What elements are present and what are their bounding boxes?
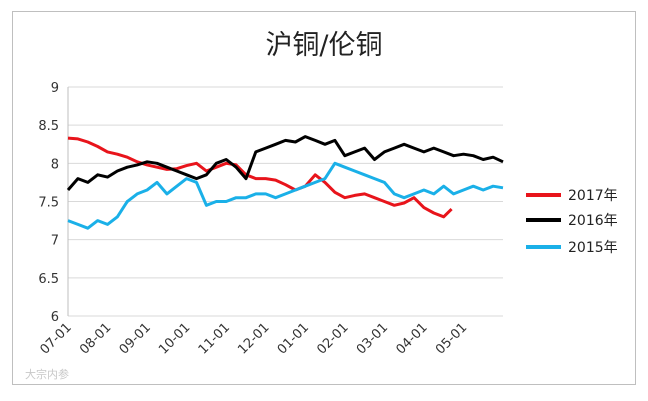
y-axis-ticks: 9 8.5 8 7.5 7 6.5 6 — [38, 81, 59, 325]
x-tick-label: 08-01 — [77, 320, 114, 357]
legend: 2017年 2016年 2015年 — [526, 188, 618, 256]
x-tick-label: 11-01 — [196, 320, 233, 357]
legend-label-3: 2015年 — [568, 240, 618, 256]
watermark-text: 大宗内参 — [25, 367, 69, 381]
y-tick-label: 7.5 — [38, 196, 59, 211]
x-tick-label: 12-01 — [235, 320, 272, 357]
series-line-3 — [67, 161, 504, 230]
y-tick-label: 9 — [51, 81, 59, 96]
y-tick-label: 7 — [51, 234, 59, 249]
x-tick-label: 04-01 — [393, 320, 430, 357]
series-line-1 — [67, 136, 453, 219]
x-tick-label: 01-01 — [275, 320, 312, 357]
series-lines — [66, 135, 504, 230]
x-tick-label: 02-01 — [314, 320, 351, 357]
legend-label-2: 2016年 — [568, 213, 618, 229]
x-tick-label: 10-01 — [156, 320, 193, 357]
y-tick-label: 6 — [51, 310, 59, 325]
grid — [67, 86, 503, 317]
y-tick-label: 6.5 — [38, 272, 59, 287]
legend-label-1: 2017年 — [568, 188, 618, 204]
x-tick-label: 09-01 — [117, 320, 154, 357]
x-tick-label: 07-01 — [38, 320, 75, 357]
y-tick-label: 8 — [51, 157, 59, 172]
chart-frame: 沪铜/伦铜 9 8.5 8 7.5 7 6.5 6 07-01 08-01 09-01 10-01… — [12, 11, 636, 385]
x-tick-label: 03-01 — [354, 320, 391, 357]
y-tick-label: 8.5 — [38, 119, 59, 134]
chart-svg: 沪铜/伦铜 9 8.5 8 7.5 7 6.5 6 07-01 08-01 09-01 10-01… — [25, 30, 618, 381]
x-axis-ticks: 07-01 08-01 09-01 10-01 11-01 12-01 01-01 02-01… — [38, 320, 471, 357]
series-line-2 — [66, 135, 504, 191]
chart-title: 沪铜/伦铜 — [265, 30, 382, 61]
x-tick-label: 05-01 — [433, 320, 470, 357]
